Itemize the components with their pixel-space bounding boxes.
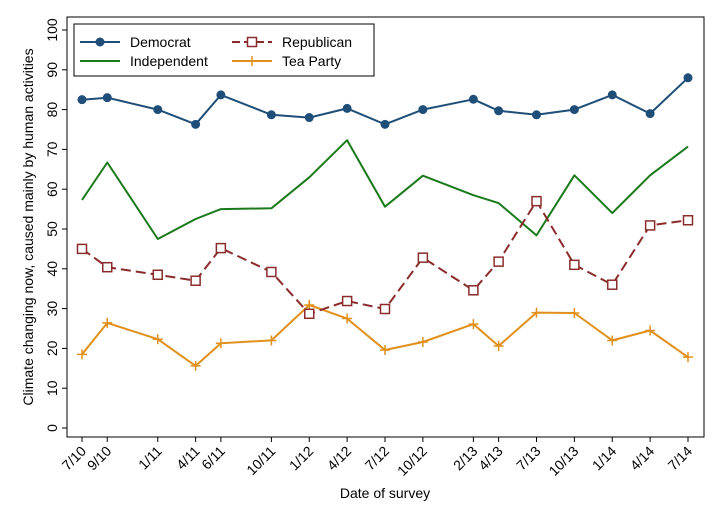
data-point	[152, 334, 163, 345]
y-tick-label: 10	[44, 380, 60, 396]
series-democrat	[77, 73, 693, 129]
data-point	[77, 95, 87, 105]
data-point	[102, 317, 113, 328]
data-point	[569, 259, 580, 271]
series-independent	[81, 139, 689, 240]
data-point	[153, 105, 163, 115]
legend-label: Independent	[130, 53, 208, 69]
data-point	[682, 214, 694, 226]
legend-box	[73, 23, 375, 77]
data-point	[468, 319, 479, 330]
data-point	[266, 335, 277, 346]
y-tick-label: 100	[44, 18, 60, 42]
legend: Democrat Republican Independent Tea Party	[73, 23, 375, 77]
data-point	[607, 90, 617, 100]
y-tick-label: 80	[44, 102, 60, 118]
legend-item-tea-party: Tea Party	[232, 53, 341, 69]
data-point	[418, 105, 428, 115]
data-point	[102, 93, 112, 103]
data-point	[683, 352, 693, 363]
data-point	[190, 360, 201, 371]
series-line	[81, 139, 689, 240]
data-point	[417, 337, 428, 348]
data-point	[216, 90, 226, 100]
legend-item-independent: Independent	[80, 53, 208, 69]
data-point	[190, 275, 201, 286]
y-tick-label: 50	[44, 221, 60, 237]
data-point	[380, 344, 390, 355]
y-tick-label: 0	[44, 424, 60, 432]
data-point	[569, 105, 579, 115]
data-point	[683, 73, 693, 83]
data-point	[215, 242, 227, 254]
data-point	[342, 103, 352, 113]
data-point	[493, 256, 504, 267]
y-tick-label: 30	[44, 301, 60, 317]
data-point	[304, 300, 315, 311]
y-tick-label: 60	[44, 181, 60, 197]
data-point	[468, 94, 478, 104]
legend-item-republican: Republican	[232, 34, 352, 50]
data-point	[607, 279, 618, 290]
data-point	[531, 195, 542, 207]
data-point	[342, 313, 353, 324]
data-point	[266, 110, 276, 120]
data-point	[304, 113, 314, 123]
legend-marker	[247, 56, 257, 66]
data-point	[494, 106, 504, 116]
legend-label: Democrat	[130, 34, 191, 50]
data-point	[341, 295, 353, 307]
data-point	[569, 307, 580, 318]
y-tick-label: 40	[44, 261, 60, 277]
data-point	[191, 119, 201, 129]
legend-label: Tea Party	[282, 53, 341, 69]
x-axis-title: Date of survey	[340, 485, 430, 501]
data-point	[379, 303, 391, 315]
data-point	[304, 308, 315, 320]
data-point	[468, 285, 479, 296]
data-point	[645, 325, 656, 336]
legend-marker	[95, 37, 105, 47]
y-axis: 0 10 20 30 40 50 60 70 80 90 100	[44, 18, 67, 432]
data-point	[417, 252, 429, 263]
data-point	[531, 307, 542, 318]
data-point	[76, 243, 88, 255]
data-point	[532, 110, 541, 120]
y-tick-label: 70	[44, 141, 60, 157]
data-point	[380, 119, 390, 129]
series-layer	[76, 73, 694, 371]
y-axis-title: Climate changing now, caused mainly by h…	[20, 48, 36, 405]
series-tea-party	[77, 300, 693, 371]
legend-marker	[246, 36, 258, 48]
series-republican	[76, 195, 694, 320]
y-tick-label: 90	[44, 62, 60, 78]
data-point	[493, 341, 504, 352]
data-point	[645, 109, 655, 119]
data-point	[77, 349, 87, 360]
legend-label: Republican	[282, 34, 352, 50]
data-point	[215, 338, 226, 349]
data-point	[152, 269, 163, 281]
data-point	[644, 220, 656, 231]
data-point	[102, 261, 113, 273]
legend-item-democrat: Democrat	[80, 34, 191, 50]
y-tick-label: 20	[44, 340, 60, 356]
data-point	[607, 335, 618, 346]
data-point	[266, 266, 277, 278]
